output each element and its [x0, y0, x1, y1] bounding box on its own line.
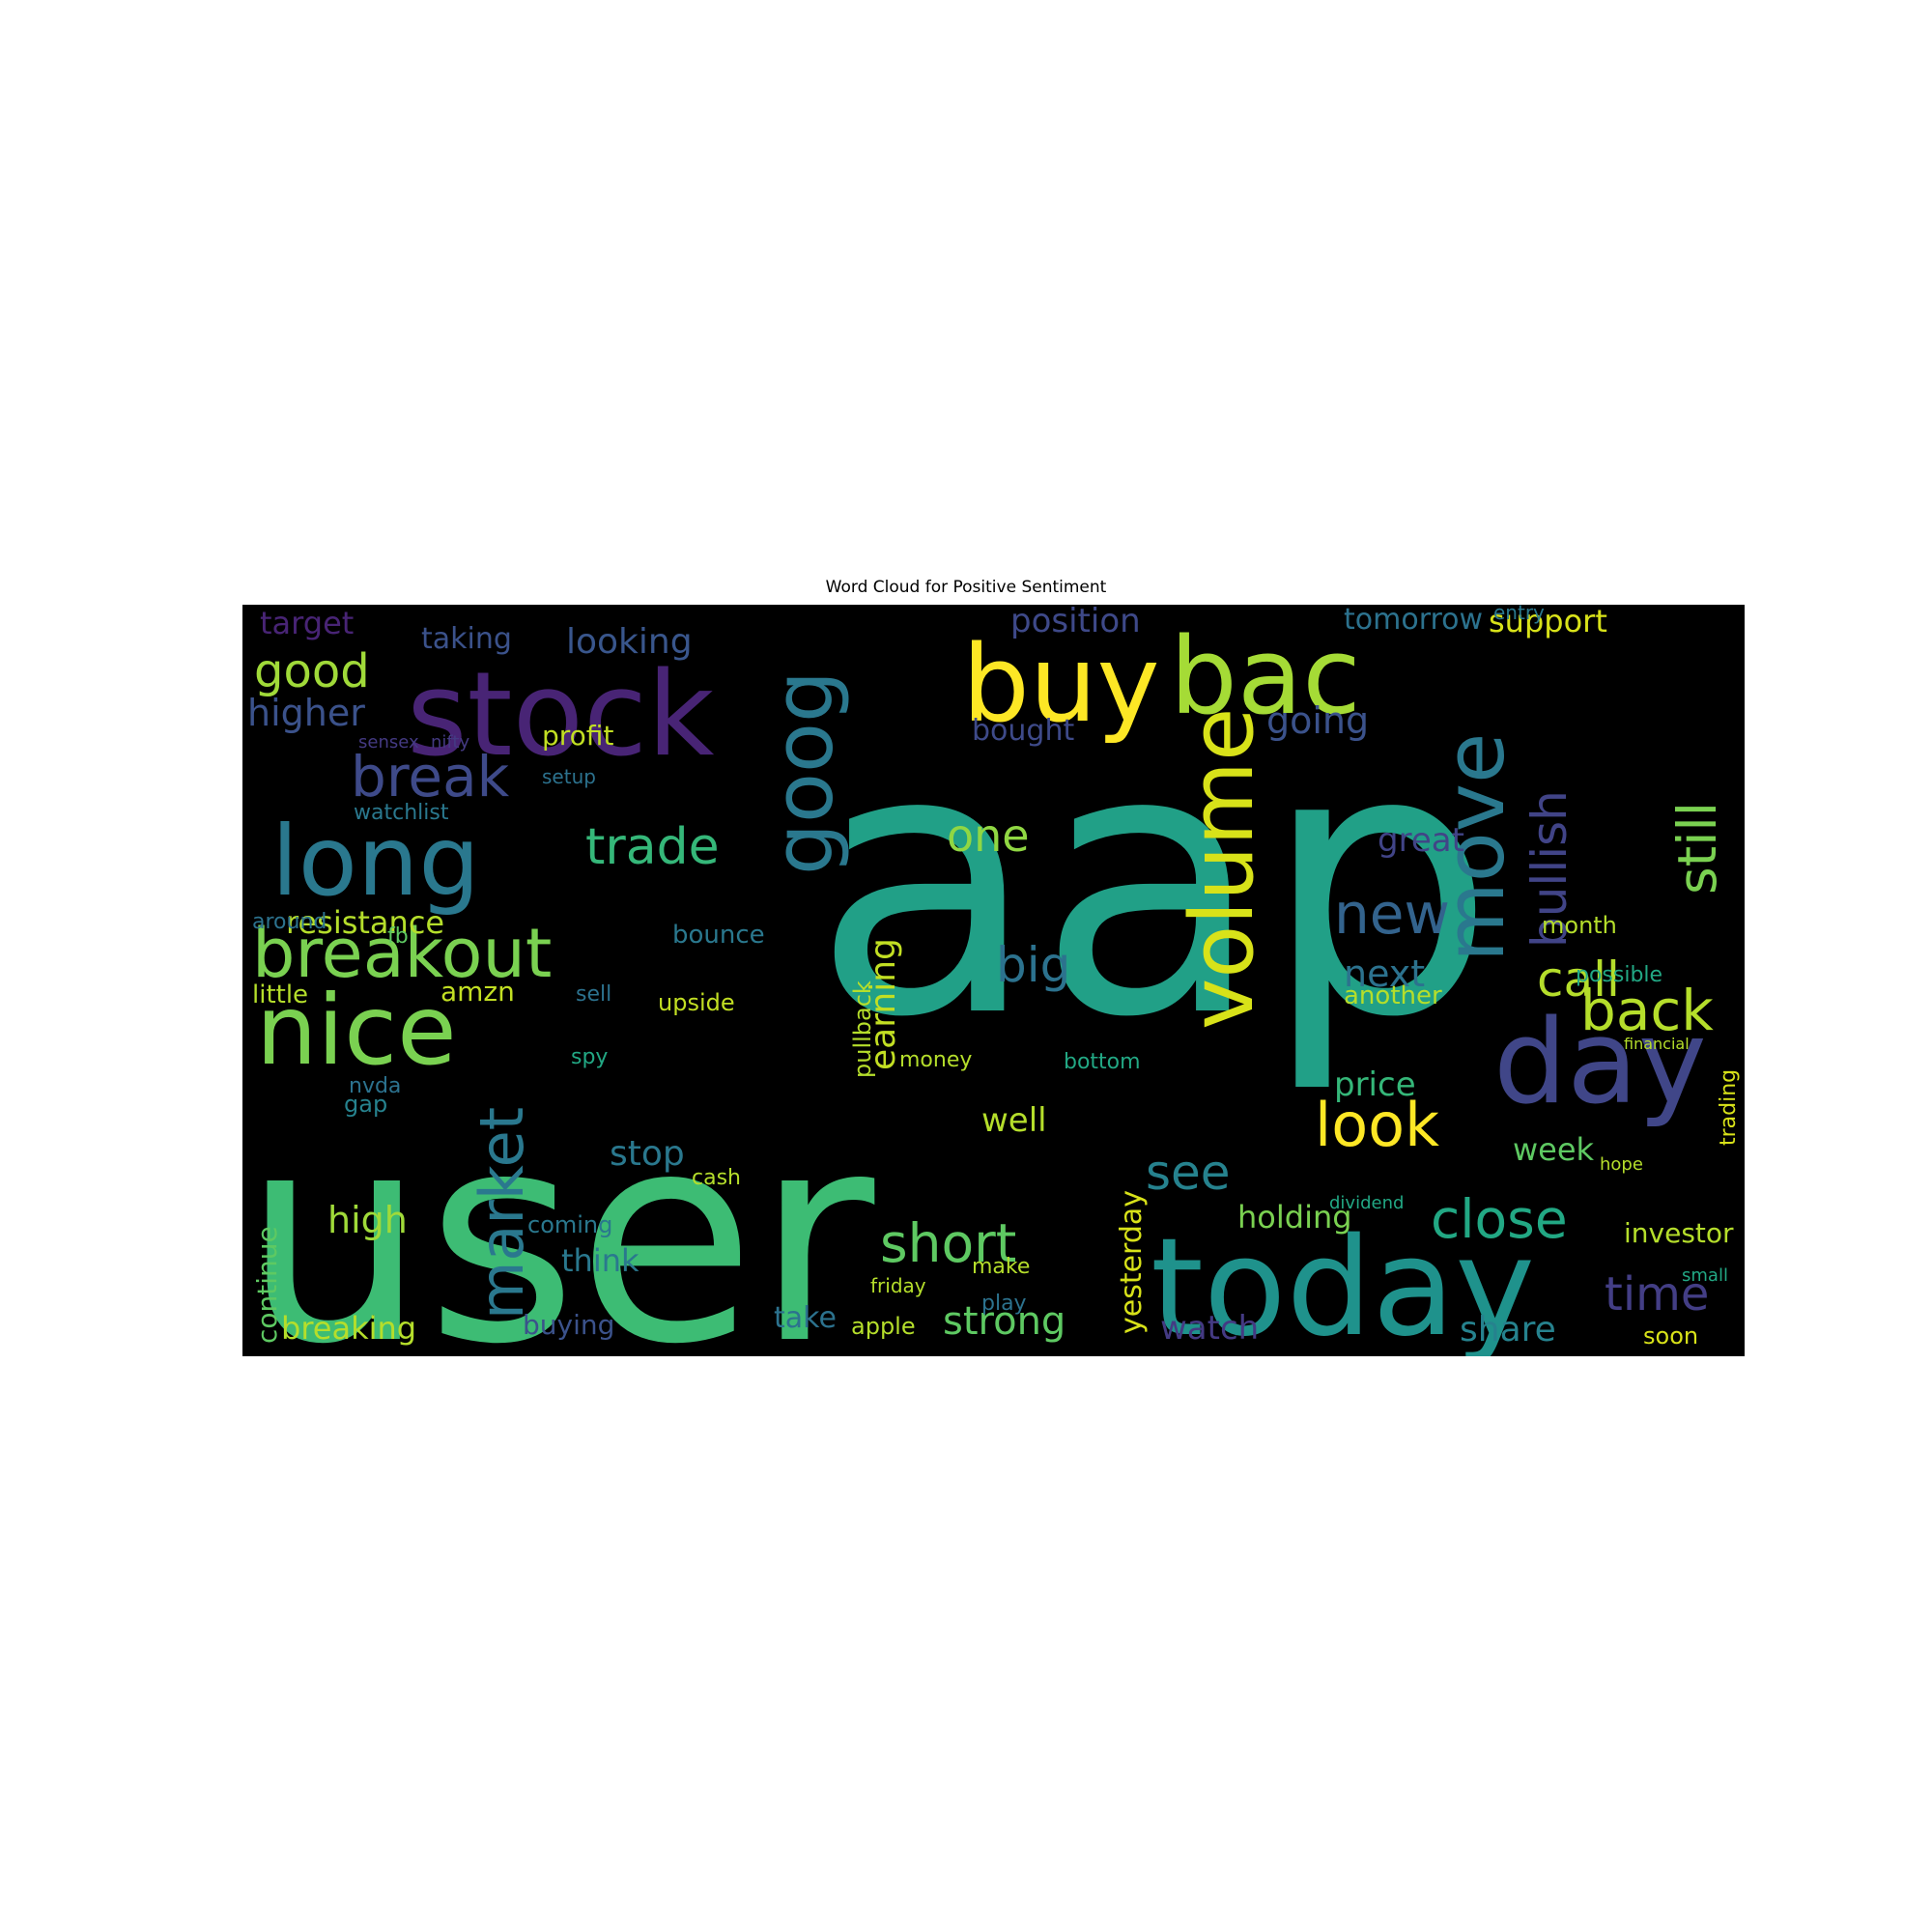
- word-yesterday: yesterday: [1115, 1190, 1149, 1334]
- word-another: another: [1344, 981, 1442, 1010]
- word-upside: upside: [658, 989, 735, 1016]
- word-take: take: [774, 1301, 837, 1335]
- word-possible: possible: [1576, 963, 1662, 987]
- word-going: going: [1266, 699, 1369, 742]
- word-user: user: [242, 1070, 878, 1356]
- word-pullback: pullback: [849, 980, 876, 1078]
- word-higher: higher: [247, 692, 365, 734]
- word-bullish: bullish: [1521, 790, 1577, 948]
- word-spy: spy: [571, 1045, 608, 1069]
- word-dividend: dividend: [1329, 1193, 1404, 1213]
- word-well: well: [981, 1101, 1047, 1140]
- word-taking: taking: [421, 622, 512, 656]
- word-see: see: [1146, 1145, 1231, 1201]
- word-still: still: [1666, 802, 1728, 895]
- word-call: call: [1537, 952, 1620, 1008]
- word-setup: setup: [542, 765, 596, 788]
- word-market: market: [467, 1107, 537, 1320]
- word-around: around: [252, 910, 327, 934]
- word-cloud: aap user today stock day buy bac long nice volume…: [242, 605, 1745, 1356]
- word-fb: fb: [387, 924, 409, 949]
- word-back: back: [1580, 978, 1714, 1043]
- word-hope: hope: [1600, 1154, 1643, 1175]
- word-stop: stop: [610, 1134, 685, 1174]
- word-aap: aap: [812, 669, 1495, 1097]
- word-bottom: bottom: [1064, 1050, 1141, 1074]
- word-bac: bac: [1170, 614, 1361, 738]
- word-great: great: [1378, 821, 1464, 860]
- word-target: target: [260, 605, 354, 641]
- word-long: long: [271, 805, 480, 918]
- word-holding: holding: [1237, 1199, 1352, 1236]
- word-trade: trade: [585, 818, 720, 876]
- word-nifty: nifty: [431, 732, 469, 753]
- word-resistance: resistance: [286, 904, 444, 941]
- word-week: week: [1513, 1131, 1595, 1168]
- word-soon: soon: [1643, 1322, 1698, 1350]
- word-watchlist: watchlist: [354, 801, 449, 825]
- word-bought: bought: [972, 714, 1074, 748]
- chart-title: Word Cloud for Positive Sentiment: [825, 578, 1107, 597]
- word-goog: goog: [756, 670, 852, 875]
- word-nice: nice: [256, 974, 457, 1087]
- word-amzn: amzn: [440, 976, 515, 1008]
- word-buy: buy: [962, 622, 1160, 746]
- word-break: break: [351, 744, 510, 810]
- word-close: close: [1431, 1188, 1568, 1250]
- word-bounce: bounce: [672, 921, 765, 950]
- word-financial: financial: [1624, 1035, 1690, 1053]
- word-stock: stock: [407, 648, 715, 782]
- word-investor: investor: [1624, 1217, 1734, 1249]
- word-entry: entry: [1493, 605, 1545, 624]
- word-little: little: [252, 980, 308, 1009]
- word-cash: cash: [692, 1166, 741, 1190]
- word-volume: volume: [1172, 708, 1273, 1030]
- word-gap: gap: [344, 1091, 387, 1118]
- word-apple: apple: [851, 1313, 916, 1340]
- word-good: good: [254, 644, 370, 698]
- word-one: one: [947, 810, 1030, 862]
- word-sell: sell: [576, 982, 611, 1007]
- word-strong: strong: [943, 1299, 1065, 1344]
- word-profit: profit: [542, 720, 613, 752]
- word-day: day: [1493, 996, 1707, 1130]
- word-breakout: breakout: [252, 914, 552, 993]
- word-next: next: [1344, 952, 1425, 995]
- word-position: position: [1010, 605, 1141, 640]
- word-price: price: [1334, 1065, 1416, 1104]
- word-coming: coming: [527, 1211, 612, 1238]
- word-nvda: nvda: [349, 1074, 401, 1098]
- word-friday: friday: [870, 1274, 926, 1297]
- word-watch: watch: [1160, 1309, 1259, 1348]
- word-move: move: [1428, 733, 1523, 962]
- word-play: play: [981, 1292, 1027, 1316]
- word-high: high: [327, 1199, 408, 1241]
- word-tomorrow: tomorrow: [1344, 605, 1483, 637]
- word-trading: trading: [1717, 1069, 1741, 1146]
- word-money: money: [899, 1048, 972, 1072]
- word-think: think: [561, 1242, 639, 1279]
- word-buying: buying: [523, 1309, 614, 1341]
- word-breaking: breaking: [281, 1310, 416, 1347]
- word-look: look: [1315, 1090, 1439, 1160]
- word-big: big: [996, 937, 1070, 993]
- word-continue: continue: [251, 1226, 283, 1344]
- word-time: time: [1605, 1267, 1709, 1321]
- word-small: small: [1682, 1265, 1728, 1286]
- word-looking: looking: [566, 622, 693, 662]
- word-share: share: [1460, 1310, 1556, 1350]
- word-earning: earning: [864, 938, 903, 1070]
- word-make: make: [972, 1255, 1030, 1279]
- word-support: support: [1489, 605, 1607, 639]
- word-sensex: sensex: [358, 732, 419, 753]
- word-today: today: [1151, 1209, 1535, 1356]
- word-short: short: [880, 1212, 1016, 1274]
- word-new: new: [1334, 881, 1450, 947]
- word-month: month: [1542, 912, 1617, 939]
